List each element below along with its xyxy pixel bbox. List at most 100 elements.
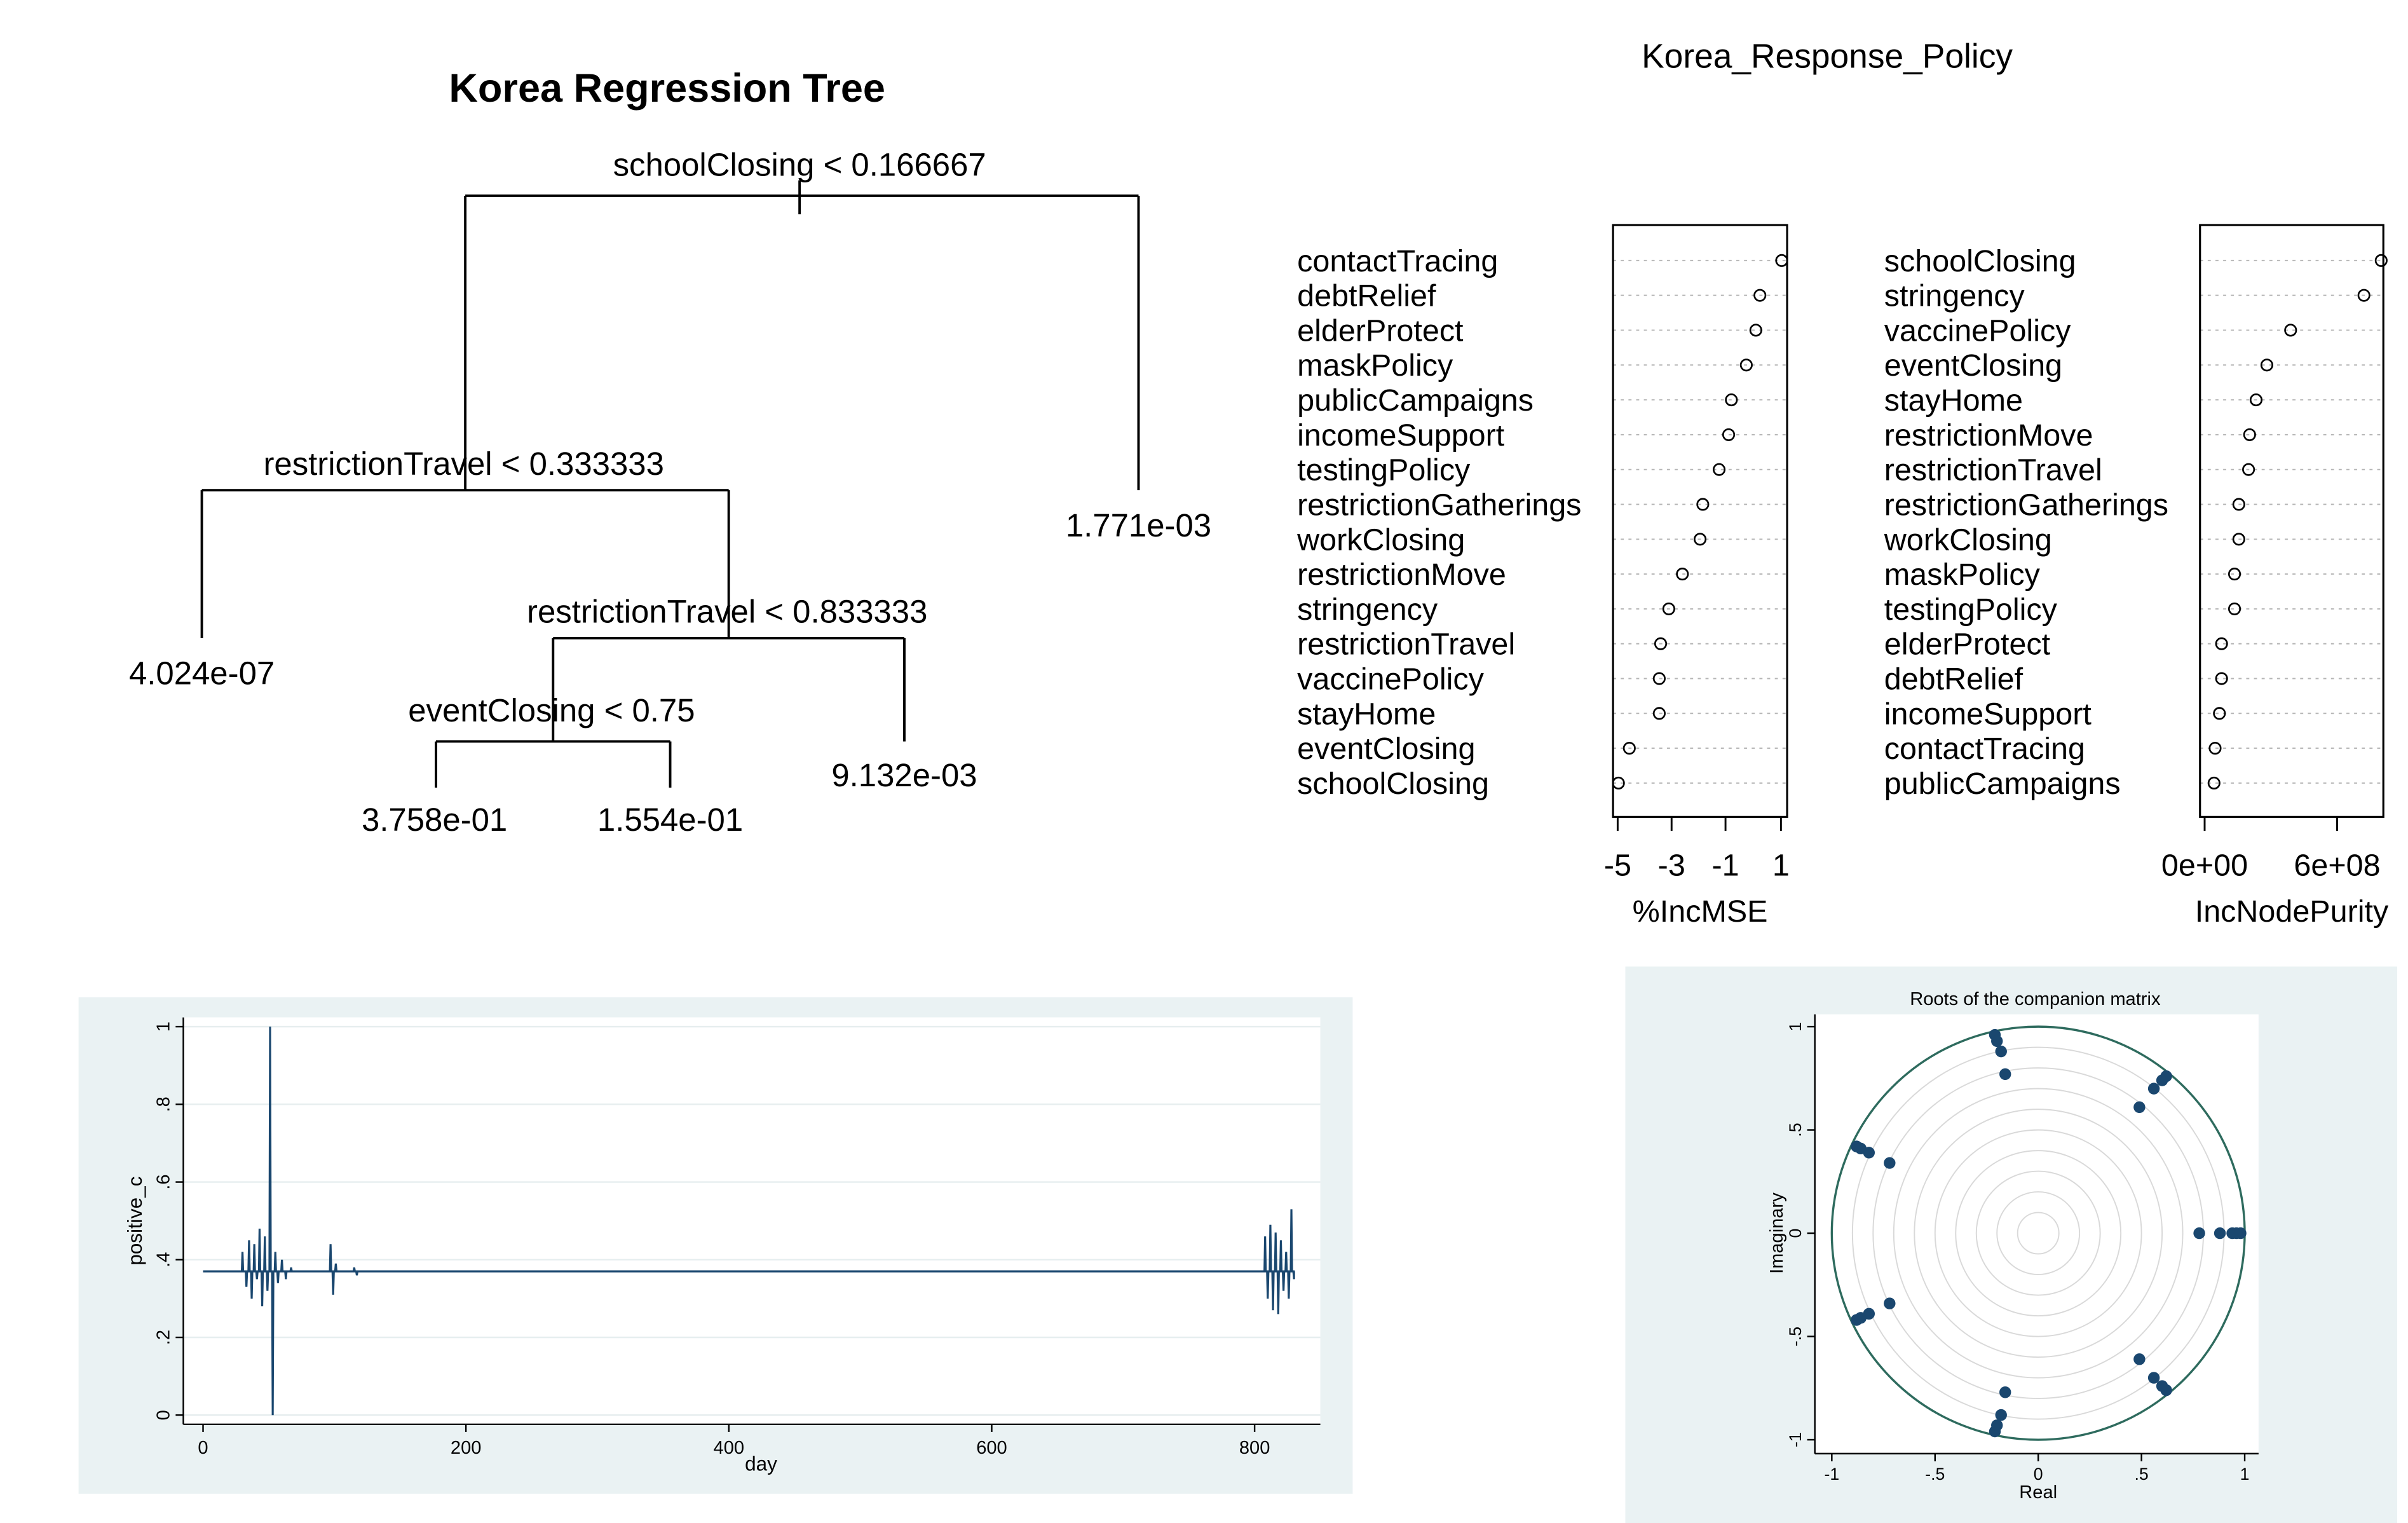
importance-variable-label: contactTracing [1297,244,1498,278]
line-chart-plot-area [183,1017,1321,1424]
importance-point [2260,359,2274,372]
leaf-value: 1.771e-03 [1066,507,1211,543]
line-chart-y-tick-label: .8 [154,1096,174,1112]
importance-point [1622,742,1636,755]
importance-point [2249,393,2263,407]
importance-point [1712,463,1726,476]
importance-variable-label: restrictionTravel [1297,627,1515,662]
roots-points [1851,1028,2247,1438]
leaf-value: 4.024e-07 [129,655,275,692]
leaf-value: 1.554e-01 [597,802,743,838]
importance-variable-label: testingPolicy [1884,592,2058,627]
importance-point [2374,254,2388,267]
root-point [1863,1147,1875,1159]
importance-title: Korea_Response_Policy [1642,38,2013,76]
line-chart-y-tick-label: .2 [154,1330,174,1345]
importance-x-label: %IncMSE [1633,894,1768,929]
importance-variable-label: restrictionMove [1297,557,1506,592]
roots-x-tick-label: -.5 [1925,1465,1945,1484]
roots-y-tick-label: 0 [1786,1229,1805,1238]
importance-frame [2199,224,2384,818]
line-chart-x-tick-label: 600 [976,1438,1007,1458]
importance-variable-label: contactTracing [1884,732,2085,766]
split-label: eventClosing < 0.75 [408,692,695,728]
importance-point [1652,672,1666,685]
importance-point [2228,602,2241,615]
roots-grid-ring [1934,1129,2142,1337]
root-point [2156,1074,2168,1086]
importance-variable-label: stringency [1884,279,2025,313]
importance-point [2228,568,2241,581]
importance-point [1652,707,1666,720]
roots-x-tick-label: 0 [2034,1465,2043,1484]
root-point [1995,1045,2007,1058]
importance-variable-label: workClosing [1884,522,2052,557]
root-point [2214,1227,2226,1240]
importance-variable-label: maskPolicy [1884,557,2041,592]
importance-frame [1612,224,1788,818]
line-chart-y-tick-label: 0 [154,1410,174,1420]
root-point [2193,1227,2205,1240]
root-point [2226,1227,2238,1240]
roots-grid-ring [1955,1150,2122,1317]
roots-x-tick-label: 1 [2240,1465,2250,1484]
line-chart-x-label: day [745,1452,777,1475]
importance-variable-label: publicCampaigns [1297,383,1534,418]
importance-variable-label: restrictionGatherings [1297,488,1581,522]
root-point [1991,1419,2003,1431]
line-chart-y-label: positive_c [123,1177,146,1266]
positive-c-series-line [203,1027,1295,1416]
line-chart-x-tick-label: 400 [714,1438,745,1458]
split-label: restrictionTravel < 0.333333 [263,446,663,482]
importance-x-label: IncNodePurity [2195,894,2389,929]
importance-x-tick-label: -1 [1712,848,1739,882]
root-point [1991,1035,2003,1048]
importance-point [2232,498,2245,511]
root-point [2147,1082,2160,1095]
importance-point [2242,463,2255,476]
importance-point [1739,359,1753,372]
importance-variable-label: maskPolicy [1297,348,1453,383]
root-point [2156,1380,2168,1392]
roots-chart-y-label: Imaginary [1767,1192,1787,1274]
split-label: schoolClosing < 0.166667 [613,146,986,182]
line-chart-gridlines [183,1025,1321,1416]
importance-point [1654,637,1668,650]
roots-grid-ring [1914,1109,2163,1358]
root-point [1999,1386,2011,1398]
roots-y-tick-label: .5 [1786,1123,1805,1137]
leaf-value: 3.758e-01 [362,802,507,838]
importance-variable-label: schoolClosing [1297,767,1489,801]
importance-point [1694,533,1707,546]
importance-point [1662,602,1675,615]
root-point [1884,1157,1896,1169]
roots-chart-title: Roots of the companion matrix [1910,989,2161,1009]
importance-point [1749,324,1762,337]
importance-point [1696,498,1710,511]
importance-point [2243,428,2256,441]
line-chart-y-tick-label: 1 [154,1021,174,1032]
importance-variable-label: restrictionMove [1884,418,2093,453]
line-chart-x-tick-label: 200 [451,1438,482,1458]
importance-variable-label: stringency [1297,592,1438,627]
importance-x-tick-label: -5 [1604,848,1631,882]
importance-x-tick-label: -3 [1658,848,1685,882]
importance-x-tick-label: 1 [1772,848,1790,882]
importance-point [1725,393,1738,407]
importance-point [1676,568,1689,581]
importance-chart: Korea_Response_Policy contactTracingdebt… [1296,38,2389,929]
roots-grid-ring [1893,1088,2184,1379]
importance-point [2208,742,2222,755]
importance-variable-label: stayHome [1297,697,1436,731]
line-chart-y-tick-label: .4 [154,1252,174,1267]
roots-chart-axes: -1 -.5 0 .5 1 -1 -.5 0 .5 1 [1786,1014,2259,1484]
importance-variable-label: elderProtect [1884,627,2051,662]
importance-point [2357,289,2371,302]
importance-variable-label: elderProtect [1297,313,1464,348]
importance-variable-label: vaccinePolicy [1297,662,1484,696]
importance-panel-incnodepurity: schoolClosingstringencyvaccinePolicyeven… [1884,224,2389,929]
roots-x-tick-label: .5 [2135,1465,2149,1484]
tree-branches [200,180,1140,788]
line-chart-y-tick-label: .6 [154,1174,174,1189]
regression-tree-chart: Korea Regression Tree schoolClosing < 0.… [129,66,1211,838]
